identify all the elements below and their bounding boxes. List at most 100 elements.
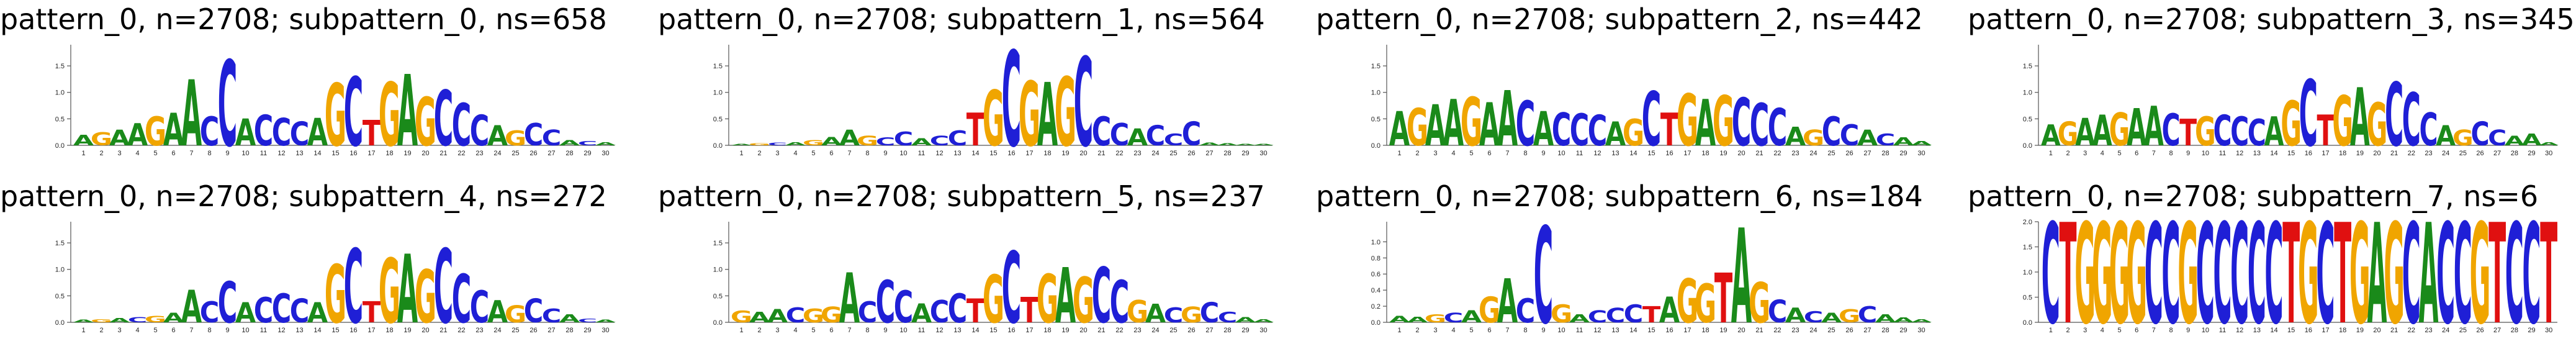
logo-letter: G bbox=[2349, 194, 2371, 354]
sequence-logo-2: 0.00.51.01.51 2 3 4 5 6 7 8 9 10 11 12 13 14 15 16 17 18 1… bbox=[1371, 45, 1932, 163]
logo-letter: G bbox=[2126, 194, 2147, 354]
y-tick-label: 1.0 bbox=[55, 266, 65, 274]
x-tick-label: 27 bbox=[1863, 150, 1871, 157]
logo-panel-0: pattern_0, n=2708; subpattern_0, ns=658 … bbox=[0, 0, 644, 177]
panel-title-5: pattern_0, n=2708; subpattern_5, ns=237 bbox=[658, 179, 1265, 213]
x-tick-label: 17 bbox=[2322, 327, 2329, 334]
x-tick-label: 5 bbox=[2117, 327, 2121, 334]
x-tick-label: 20 bbox=[2373, 327, 2380, 334]
logo-letter: A bbox=[73, 319, 94, 324]
x-tick-label: 12 bbox=[1593, 150, 1601, 157]
x-tick-label: 24 bbox=[1151, 150, 1159, 157]
logo-letter: G bbox=[1181, 303, 1202, 328]
logo-letter: C bbox=[128, 316, 148, 324]
x-tick-label: 22 bbox=[2408, 327, 2415, 334]
x-tick-label: 20 bbox=[1737, 150, 1745, 157]
logo-letter: C bbox=[542, 304, 562, 327]
logo-letter: T bbox=[2317, 107, 2335, 156]
y-tick-label: 0.4 bbox=[1371, 287, 1380, 294]
logo-letter: A bbox=[911, 299, 932, 329]
x-tick-label: 26 bbox=[1187, 327, 1195, 334]
logo-letter: A bbox=[749, 309, 770, 326]
x-tick-label: 29 bbox=[1241, 327, 1249, 334]
logo-letter: A bbox=[2436, 120, 2456, 153]
x-tick-label: 26 bbox=[529, 150, 537, 157]
y-tick-label: 1.0 bbox=[1371, 89, 1380, 97]
x-tick-label: 12 bbox=[2236, 150, 2243, 157]
x-tick-label: 20 bbox=[421, 150, 429, 157]
logo-letter: C bbox=[470, 282, 490, 333]
logo-letter: C bbox=[254, 290, 274, 330]
logo-letter: A bbox=[595, 319, 616, 324]
y-tick-label: 2.0 bbox=[2023, 219, 2032, 226]
logo-letter: C bbox=[1858, 302, 1878, 328]
x-tick-label: 24 bbox=[2442, 327, 2449, 334]
logo-letter: C bbox=[2402, 194, 2421, 354]
x-tick-label: 18 bbox=[1043, 150, 1051, 157]
x-tick-label: 27 bbox=[547, 150, 555, 157]
logo-letter: G bbox=[2074, 194, 2096, 354]
x-tick-label: 16 bbox=[2305, 327, 2312, 334]
logo-letter: T bbox=[363, 113, 381, 153]
x-tick-label: 10 bbox=[1557, 150, 1565, 157]
logo-panel-4: pattern_0, n=2708; subpattern_4, ns=272 … bbox=[0, 177, 644, 354]
x-tick-label: 14 bbox=[971, 150, 979, 157]
logo-letter: G bbox=[1749, 272, 1770, 336]
logo-letter: C bbox=[1092, 252, 1112, 341]
x-tick-label: 16 bbox=[1665, 327, 1673, 334]
logo-letter: C bbox=[1588, 307, 1608, 327]
logo-letter: A bbox=[2367, 194, 2387, 354]
logo-panel-6: pattern_0, n=2708; subpattern_6, ns=184 … bbox=[1316, 177, 1960, 354]
logo-letter: A bbox=[1785, 304, 1806, 327]
x-tick-label: 6 bbox=[1487, 150, 1491, 157]
logo-letter: C bbox=[1200, 297, 1220, 329]
x-tick-label: 14 bbox=[313, 150, 321, 157]
logo-letter: C bbox=[1588, 107, 1608, 156]
x-tick-label: 29 bbox=[2528, 150, 2535, 157]
x-tick-label: 16 bbox=[1665, 150, 1673, 157]
x-tick-label: 9 bbox=[1541, 327, 1545, 334]
logo-letter: C bbox=[1002, 24, 1022, 176]
x-tick-label: 6 bbox=[829, 327, 833, 334]
logo-letter: C bbox=[858, 295, 878, 329]
x-tick-label: 23 bbox=[2425, 327, 2432, 334]
logo-letter: C bbox=[2042, 194, 2060, 354]
logo-letter: A bbox=[2350, 71, 2370, 165]
x-tick-label: 1 bbox=[739, 327, 743, 334]
x-tick-label: 11 bbox=[918, 150, 925, 157]
logo-letter: C bbox=[1164, 131, 1184, 150]
x-tick-label: 1 bbox=[739, 150, 743, 157]
logo-letter: C bbox=[2470, 116, 2489, 153]
x-tick-label: 26 bbox=[1845, 150, 1853, 157]
x-tick-label: 7 bbox=[1505, 327, 1509, 334]
x-tick-label: 17 bbox=[367, 327, 375, 334]
logo-letter: C bbox=[2213, 107, 2231, 156]
sequence-logo-7: 0.00.51.01.52.01 2 3 4 5 6 7 8 9 10 11 12 13 14 15 16 17… bbox=[2023, 194, 2557, 354]
x-tick-label: 19 bbox=[1719, 327, 1727, 334]
panel-title-0: pattern_0, n=2708; subpattern_0, ns=658 bbox=[0, 2, 607, 36]
logo-letter: A bbox=[1821, 311, 1842, 326]
logo-letter: C bbox=[290, 116, 310, 153]
logo-letter: A bbox=[109, 126, 130, 151]
x-tick-label: 23 bbox=[2425, 150, 2432, 157]
logo-letter: G bbox=[1695, 273, 1716, 335]
logo-letter: G bbox=[145, 314, 166, 325]
logo-letter: G bbox=[1623, 112, 1644, 154]
y-tick-label: 1.5 bbox=[2023, 63, 2032, 70]
x-tick-label: 22 bbox=[457, 327, 465, 334]
panel-title-2: pattern_0, n=2708; subpattern_2, ns=442 bbox=[1316, 2, 1923, 36]
x-tick-label: 25 bbox=[511, 327, 519, 334]
x-tick-label: 29 bbox=[1241, 150, 1249, 157]
x-tick-label: 24 bbox=[1809, 150, 1817, 157]
logo-letter: A bbox=[731, 143, 752, 146]
logo-letter: G bbox=[803, 139, 824, 147]
x-tick-label: 24 bbox=[493, 150, 501, 157]
logo-letter: T bbox=[1020, 290, 1038, 330]
logo-letter: T bbox=[2540, 194, 2557, 354]
sequence-logo-5: 0.00.51.01.51 2 3 4 5 6 7 8 9 10 11 12 13 14 15 16 17 18 1… bbox=[713, 222, 1274, 346]
x-tick-label: 17 bbox=[2322, 150, 2329, 157]
x-tick-label: 16 bbox=[1007, 327, 1015, 334]
x-tick-label: 18 bbox=[2339, 327, 2346, 334]
logo-letter: G bbox=[1461, 84, 1482, 162]
logo-letter: A bbox=[2419, 194, 2439, 354]
